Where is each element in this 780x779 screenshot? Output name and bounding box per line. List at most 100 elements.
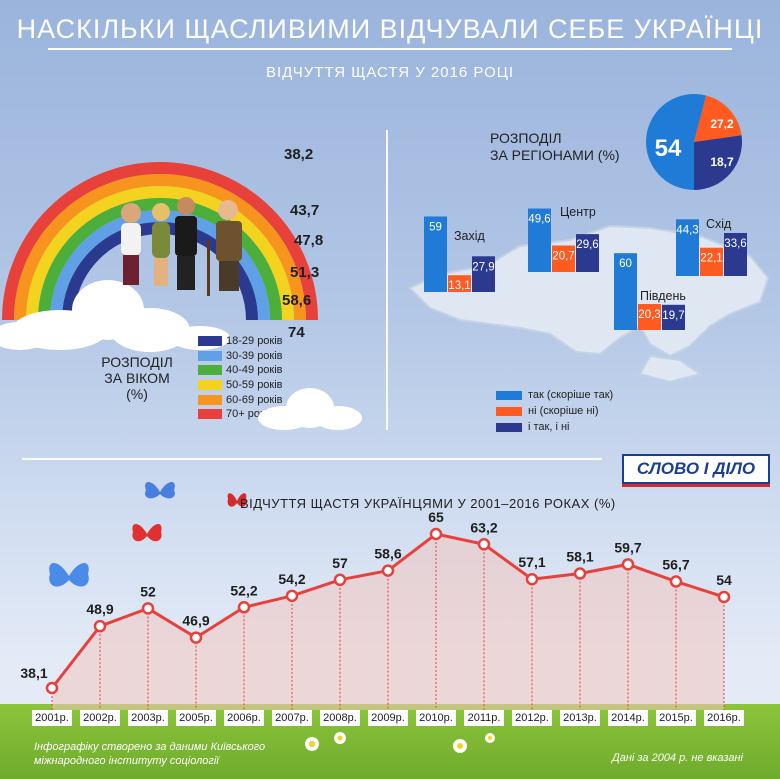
- legend-swatch: [198, 365, 222, 376]
- year-label: 2005р.: [176, 710, 216, 726]
- age-value-label: 51,3: [290, 264, 320, 281]
- region-bar-label: 59: [429, 221, 442, 233]
- legend-swatch: [198, 409, 222, 420]
- timeline-value-label: 52,2: [230, 582, 257, 598]
- region-name-label: Південь: [640, 289, 686, 303]
- timeline-value-label: 63,2: [470, 519, 497, 535]
- region-bar: [614, 253, 637, 330]
- butterfly-icon: [132, 524, 162, 542]
- timeline-point: [189, 631, 203, 644]
- region-bar-label: 33,6: [724, 238, 746, 250]
- region-bar-label: 20,3: [638, 309, 660, 321]
- region-bar-label: 22,1: [700, 253, 722, 265]
- region-name-label: Центр: [560, 205, 596, 219]
- year-label: 2009р.: [368, 710, 408, 726]
- region-legend: так (скоріше так) ні (скоріше ні) і так, і…: [496, 388, 613, 436]
- age-title-line2: ЗА ВІКОМ: [104, 370, 170, 386]
- region-legend-item: ні (скоріше ні): [496, 404, 613, 418]
- region-bar: [472, 256, 495, 292]
- logo-stripe: [622, 484, 770, 487]
- region-title-line1: РОЗПОДІЛ: [490, 130, 562, 146]
- timeline-value-label: 57: [332, 555, 348, 571]
- year-label: 2008р.: [320, 710, 360, 726]
- timeline-point: [717, 590, 731, 604]
- timeline-point: [621, 558, 635, 571]
- age-value-label: 58,6: [282, 292, 312, 309]
- region-name-label: Схід: [706, 217, 732, 231]
- timeline-point: [381, 564, 395, 577]
- year-label: 2006р.: [224, 710, 264, 726]
- region-bar-chart: 59 13,127,9 Захід 49,6 20,729,6 Центр 44,3 22,1…: [424, 205, 747, 330]
- age-title-line3: (%): [126, 386, 148, 402]
- timeline-point: [669, 575, 683, 588]
- timeline-value-label: 54: [716, 572, 732, 588]
- timeline-point: [573, 567, 587, 580]
- age-arc-5: [2, 162, 318, 321]
- timeline-point: [429, 527, 443, 541]
- year-label: 2011р.: [464, 710, 504, 726]
- timeline-point: [285, 589, 299, 603]
- age-legend-item: 18-29 років: [198, 334, 283, 349]
- pie-slice: [694, 95, 742, 142]
- timeline-title: ВІДЧУТТЯ ЩАСТЯ УКРАЇНЦЯМИ У 2001–2016 РО…: [240, 496, 616, 511]
- region-legend-item: так (скоріше так): [496, 388, 613, 402]
- age-section-title: РОЗПОДІЛ ЗА ВІКОМ (%): [82, 354, 192, 402]
- region-bar-label: 20,7: [552, 251, 574, 263]
- region-bar: [528, 208, 551, 272]
- timeline-area: [52, 534, 724, 710]
- credit-line2: міжнародного інституту соціології: [34, 755, 219, 767]
- page-subtitle: ВІДЧУТТЯ ЩАСТЯ У 2016 РОЦІ: [265, 64, 515, 81]
- region-bar: [700, 247, 723, 276]
- slovo-i-dilo-logo: СЛОВО І ДІЛО: [622, 454, 770, 484]
- region-bar: [448, 275, 471, 292]
- year-label: 2003р.: [128, 710, 168, 726]
- legend-label: 30-39 років: [226, 349, 283, 362]
- region-bar-label: 29,6: [576, 239, 598, 251]
- region-bar-label: 13,1: [448, 280, 470, 292]
- year-label: 2015р.: [656, 710, 696, 726]
- region-bar: [724, 232, 747, 276]
- butterfly-icon: [145, 482, 175, 499]
- year-label: 2007р.: [272, 710, 312, 726]
- legend-swatch: [198, 336, 222, 347]
- legend-label: ні (скоріше ні): [528, 405, 599, 417]
- legend-swatch: [496, 422, 522, 432]
- year-label: 2001р.: [32, 710, 72, 726]
- butterfly-icon: [227, 493, 247, 507]
- age-value-label: 43,7: [290, 202, 320, 219]
- year-label: 2010р.: [416, 710, 456, 726]
- flower-icon: [305, 732, 495, 753]
- region-bar-label: 49,6: [528, 214, 550, 226]
- timeline-value-label: 54,2: [278, 571, 305, 587]
- timeline-line-chart: 38,1 48,9 52 46,9 52,2 54,2 57 58,6 65 63,2 57,1 58…: [20, 510, 732, 710]
- legend-swatch: [496, 406, 522, 416]
- timeline-value-label: 56,7: [662, 557, 689, 573]
- region-bar: [424, 216, 447, 292]
- credit-line1: Інфографіку створено за даними Київськог…: [34, 741, 266, 753]
- timeline-value-label: 58,6: [374, 546, 401, 562]
- pie-value-label: 54: [655, 135, 682, 162]
- age-arc-3: [26, 186, 294, 321]
- timeline-point: [525, 572, 539, 586]
- age-value-label: 38,2: [284, 146, 314, 163]
- region-bar-label: 27,9: [472, 261, 494, 273]
- timeline-point: [333, 573, 347, 587]
- timeline-value-label: 58,1: [566, 549, 593, 565]
- section-divider-horizontal: [22, 458, 602, 460]
- butterfly-icon: [49, 563, 89, 587]
- timeline-value-label: 52: [140, 583, 156, 599]
- region-bar: [638, 304, 661, 330]
- legend-label: 50-59 років: [226, 379, 283, 392]
- overall-pie-chart: 54 18,7 27,2: [644, 92, 744, 192]
- age-title-line1: РОЗПОДІЛ: [101, 354, 173, 370]
- legend-label: 18-29 років: [226, 335, 283, 348]
- timeline-value-label: 57,1: [518, 554, 545, 570]
- legend-label: 60-69 років: [226, 393, 283, 406]
- age-legend-item: 50-59 років: [198, 378, 283, 393]
- pie-value-label: 18,7: [710, 155, 734, 169]
- age-legend-item: 60-69 років: [198, 392, 283, 407]
- timeline-value-label: 38,1: [20, 665, 47, 681]
- legend-swatch: [198, 380, 222, 391]
- credit-text: Інфографіку створено за даними Київськог…: [34, 740, 265, 768]
- region-bar-label: 60: [619, 258, 632, 270]
